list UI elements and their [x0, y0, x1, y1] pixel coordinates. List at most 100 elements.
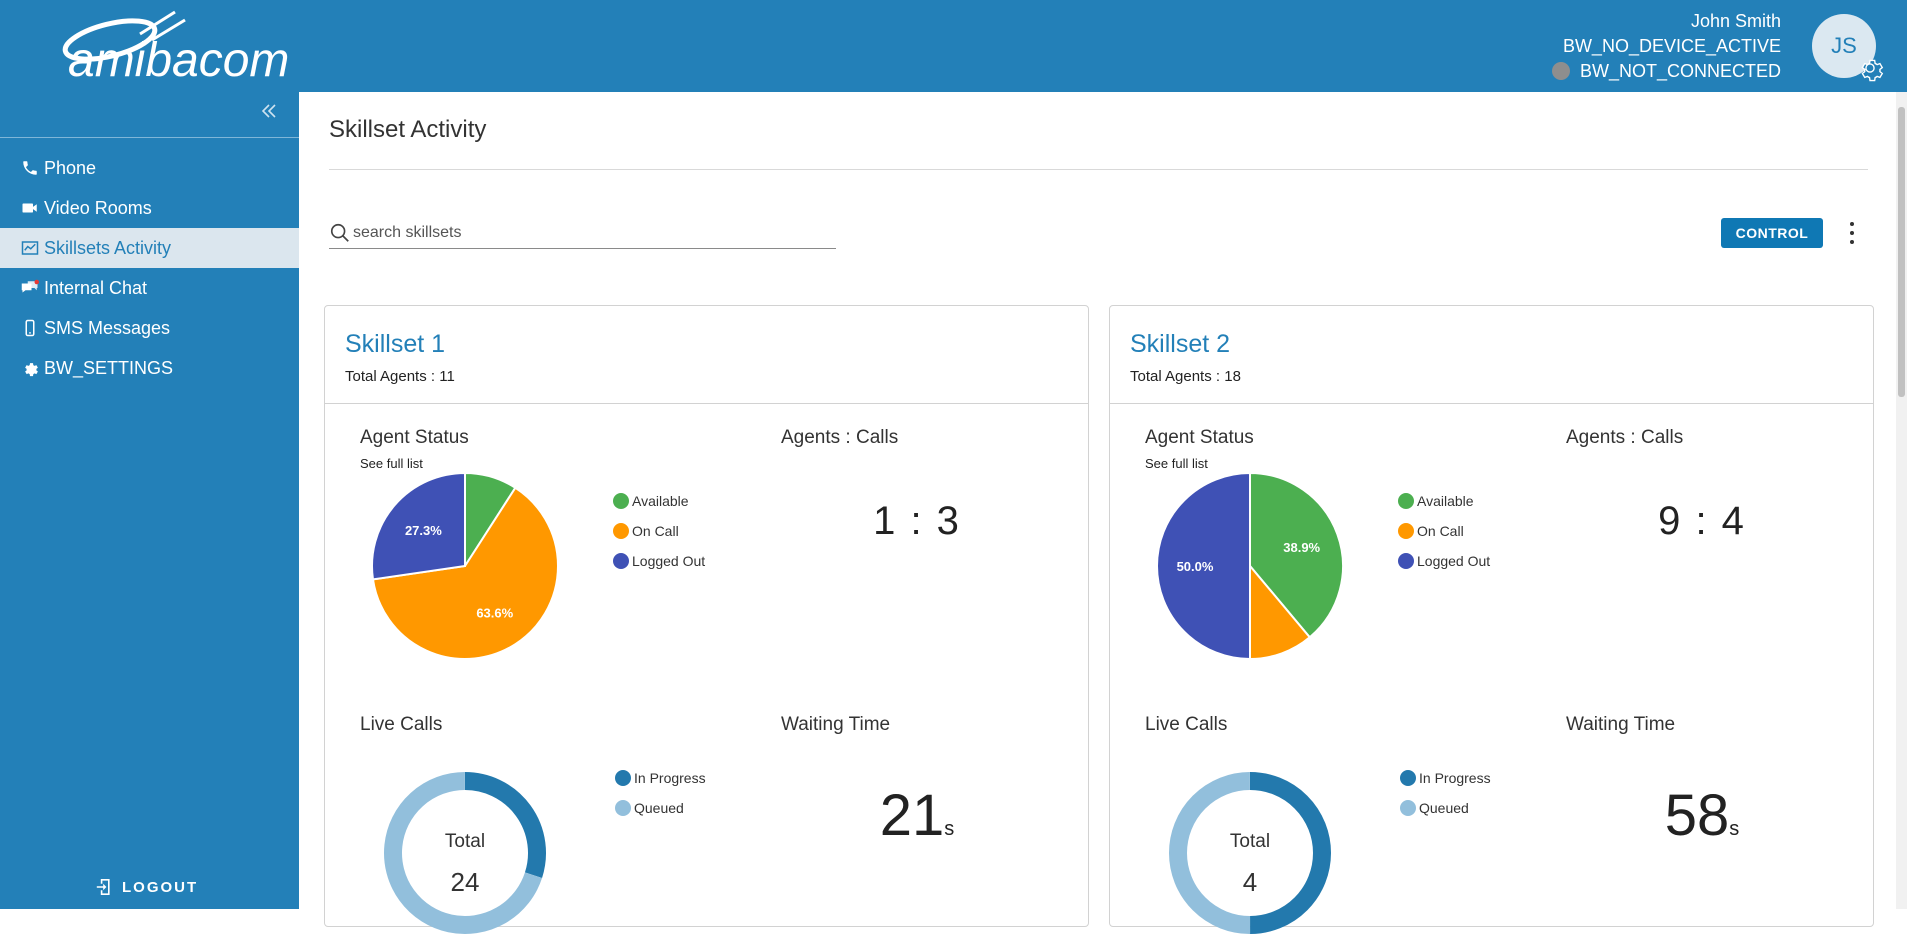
donut-segment-queued[interactable] [1168, 772, 1251, 934]
live-calls-donut: Total 4 [1168, 772, 1332, 934]
sidebar-item-label: Phone [44, 157, 97, 178]
pie-data-label: 27.3% [405, 523, 442, 538]
agent-status-pie: 38.9% 50.0% [1156, 471, 1344, 661]
sidebar-item-label: Video Rooms [44, 197, 152, 218]
waiting-time-title: Waiting Time [781, 714, 891, 735]
activity-chart-icon [20, 238, 40, 258]
waiting-time-unit: s [1729, 818, 1740, 840]
donut-total-label: Total [1230, 831, 1270, 852]
collapse-sidebar-icon[interactable] [258, 100, 280, 122]
legend-item-on-call[interactable]: On Call [1398, 516, 1490, 546]
agents-calls-title: Agents : Calls [1566, 427, 1684, 448]
scrollbar-thumb[interactable] [1898, 107, 1905, 397]
legend-swatch [615, 770, 631, 786]
phone-icon [20, 158, 40, 178]
pie-data-label: 50.0% [1177, 559, 1214, 574]
pie-slice-logged-out[interactable] [1156, 471, 1251, 661]
user-name: John Smith [1690, 11, 1781, 31]
sidebar-item-internal-chat[interactable]: Internal Chat [0, 268, 299, 308]
skillset-title[interactable]: Skillset 2 [1130, 330, 1231, 358]
search-bar [329, 217, 836, 249]
legend-label: Queued [1419, 800, 1469, 816]
legend-swatch [613, 493, 629, 509]
total-agents: Total Agents : 18 [1130, 368, 1241, 385]
top-header: amibacom John Smith BW_NO_DEVICE_ACTIVE … [0, 0, 1907, 92]
donut-total-value: 4 [1243, 867, 1257, 897]
video-camera-icon [20, 198, 40, 218]
legend-label: In Progress [634, 770, 706, 786]
sidebar-item-sms-messages[interactable]: SMS Messages [0, 308, 299, 348]
page-title: Skillset Activity [329, 116, 487, 143]
logo-text: amibacom [68, 34, 289, 87]
search-icon [330, 223, 349, 242]
scrollbar[interactable] [1896, 92, 1907, 909]
live-calls-title: Live Calls [360, 714, 443, 735]
connection-status-dot [1551, 62, 1570, 80]
control-button[interactable]: CONTROL [1721, 218, 1823, 248]
sidebar-item-label: Skillsets Activity [44, 237, 172, 258]
legend-item-available[interactable]: Available [613, 486, 705, 516]
waiting-time-title: Waiting Time [1566, 714, 1676, 735]
legend-item-in-progress[interactable]: In Progress [615, 763, 706, 793]
legend-item-available[interactable]: Available [1398, 486, 1490, 516]
legend-item-queued[interactable]: Queued [615, 793, 706, 823]
sidebar-item-label: BW_SETTINGS [44, 357, 174, 378]
search-input[interactable] [351, 222, 815, 243]
see-full-list-link[interactable]: See full list [360, 456, 423, 471]
pie-slice-on-call[interactable] [371, 486, 559, 660]
legend-swatch [1398, 553, 1414, 569]
legend-label: In Progress [1419, 770, 1491, 786]
legend-label: Logged Out [1417, 553, 1491, 569]
donut-total-value: 24 [451, 867, 480, 897]
legend-swatch [1400, 770, 1416, 786]
sidebar-item-skillsets-activity[interactable]: Skillsets Activity [0, 228, 299, 268]
legend-item-on-call[interactable]: On Call [613, 516, 705, 546]
legend-label: Queued [634, 800, 684, 816]
legend-item-logged-out[interactable]: Logged Out [1398, 546, 1490, 576]
legend-swatch [1398, 493, 1414, 509]
legend-label: Available [1417, 493, 1474, 509]
legend-item-queued[interactable]: Queued [1400, 793, 1491, 823]
sidebar: Phone Video Rooms Skillsets Activity Int… [0, 92, 299, 909]
legend-label: On Call [632, 523, 679, 539]
company-logo: amibacom [62, 10, 289, 87]
more-options-icon[interactable] [1844, 220, 1860, 246]
gear-icon[interactable] [1856, 54, 1884, 82]
total-agents: Total Agents : 11 [345, 368, 455, 385]
sidebar-item-bw-settings[interactable]: BW_SETTINGS [0, 348, 299, 388]
connection-status: BW_NOT_CONNECTED [1579, 61, 1781, 81]
waiting-time-value: 58s [1602, 782, 1802, 849]
card-divider [325, 403, 1088, 404]
legend-label: Logged Out [632, 553, 706, 569]
legend-label: Available [632, 493, 689, 509]
pie-slice-logged-out[interactable] [371, 471, 466, 581]
pie-slice-on-call[interactable] [1249, 563, 1312, 661]
sidebar-item-phone[interactable]: Phone [0, 148, 299, 188]
main-content: Skillset Activity CONTROL Skillset 1 Tot… [299, 92, 1907, 934]
live-calls-legend: In Progress Queued [1400, 763, 1491, 823]
legend-item-logged-out[interactable]: Logged Out [613, 546, 705, 576]
donut-segment-in-progress[interactable] [464, 772, 546, 878]
legend-swatch [613, 523, 629, 539]
legend-item-in-progress[interactable]: In Progress [1400, 763, 1491, 793]
skillset-card: Skillset 2 Total Agents : 18 Agent Statu… [1109, 305, 1874, 934]
skillset-title[interactable]: Skillset 1 [345, 330, 446, 358]
agent-status-legend: Available On Call Logged Out [1398, 486, 1490, 576]
live-calls-title: Live Calls [1145, 714, 1228, 735]
skillset-card: Skillset 1 Total Agents : 11 Agent Statu… [324, 305, 1089, 934]
sidebar-item-video-rooms[interactable]: Video Rooms [0, 188, 299, 228]
logout-button[interactable]: LOGOUT [96, 878, 198, 896]
waiting-time-number: 58 [1664, 783, 1730, 848]
donut-segment-in-progress[interactable] [1249, 772, 1332, 934]
logout-label: LOGOUT [122, 878, 199, 896]
agent-status-legend: Available On Call Logged Out [613, 486, 705, 576]
see-full-list-link[interactable]: See full list [1145, 456, 1208, 471]
agents-calls-title: Agents : Calls [781, 427, 899, 448]
sidebar-item-label: Internal Chat [44, 277, 148, 298]
pie-slice-available[interactable] [1249, 471, 1344, 639]
logout-icon [96, 879, 110, 895]
live-calls-donut: Total 24 [384, 772, 546, 934]
legend-swatch [615, 800, 631, 816]
agents-calls-value: 9 : 4 [1658, 499, 1746, 543]
avatar-initials: JS [1831, 33, 1857, 58]
